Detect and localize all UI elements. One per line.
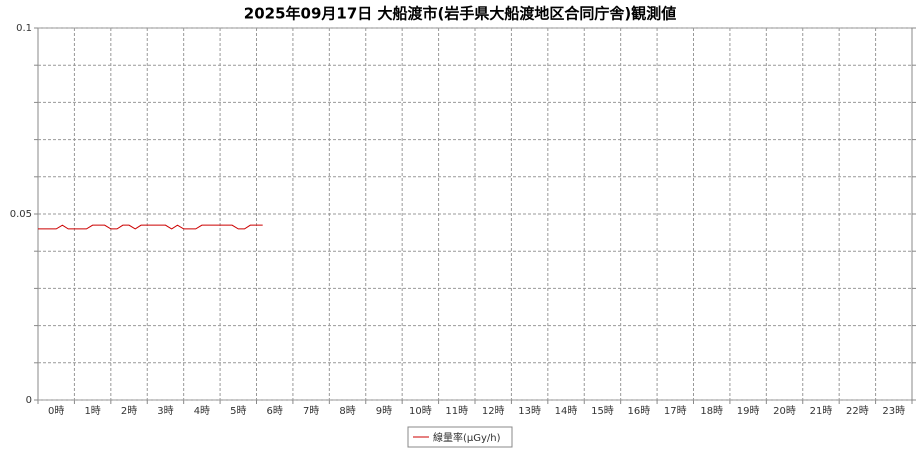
x-tick-label: 5時 (230, 405, 246, 417)
y-tick-label: 0 (26, 395, 32, 406)
x-tick-label: 20時 (773, 405, 796, 417)
y-tick-label: 0.1 (16, 23, 32, 34)
data-line (38, 224, 263, 230)
x-tick-label: 21時 (810, 405, 833, 417)
y-tick-label: 0.05 (10, 209, 32, 220)
x-tick-label: 16時 (628, 405, 651, 417)
legend-label: 線量率(μGy/h) (433, 431, 501, 444)
x-tick-label: 2時 (121, 405, 137, 417)
x-tick-label: 13時 (518, 405, 541, 417)
x-tick-label: 1時 (84, 405, 100, 417)
x-tick-label: 18時 (700, 405, 723, 417)
legend-box (407, 426, 513, 448)
x-tick-label: 0時 (48, 405, 64, 417)
x-tick-label: 12時 (482, 405, 505, 417)
x-tick-label: 22時 (846, 405, 869, 417)
x-tick-label: 11時 (445, 405, 468, 417)
x-tick-label: 14時 (555, 405, 578, 417)
x-tick-label: 10時 (409, 405, 432, 417)
x-tick-label: 6時 (267, 405, 283, 417)
x-tick-label: 4時 (194, 405, 210, 417)
chart-title: 2025年09月17日 大船渡市(岩手県大船渡地区合同庁舎)観測値 (244, 5, 676, 23)
x-tick-label: 7時 (303, 405, 319, 417)
x-tick-label: 17時 (664, 405, 687, 417)
x-tick-label: 9時 (376, 405, 392, 417)
x-tick-label: 19時 (737, 405, 760, 417)
x-tick-label: 15時 (591, 405, 614, 417)
x-tick-label: 8時 (339, 405, 355, 417)
x-tick-label: 23時 (882, 405, 905, 417)
x-tick-label: 3時 (157, 405, 173, 417)
